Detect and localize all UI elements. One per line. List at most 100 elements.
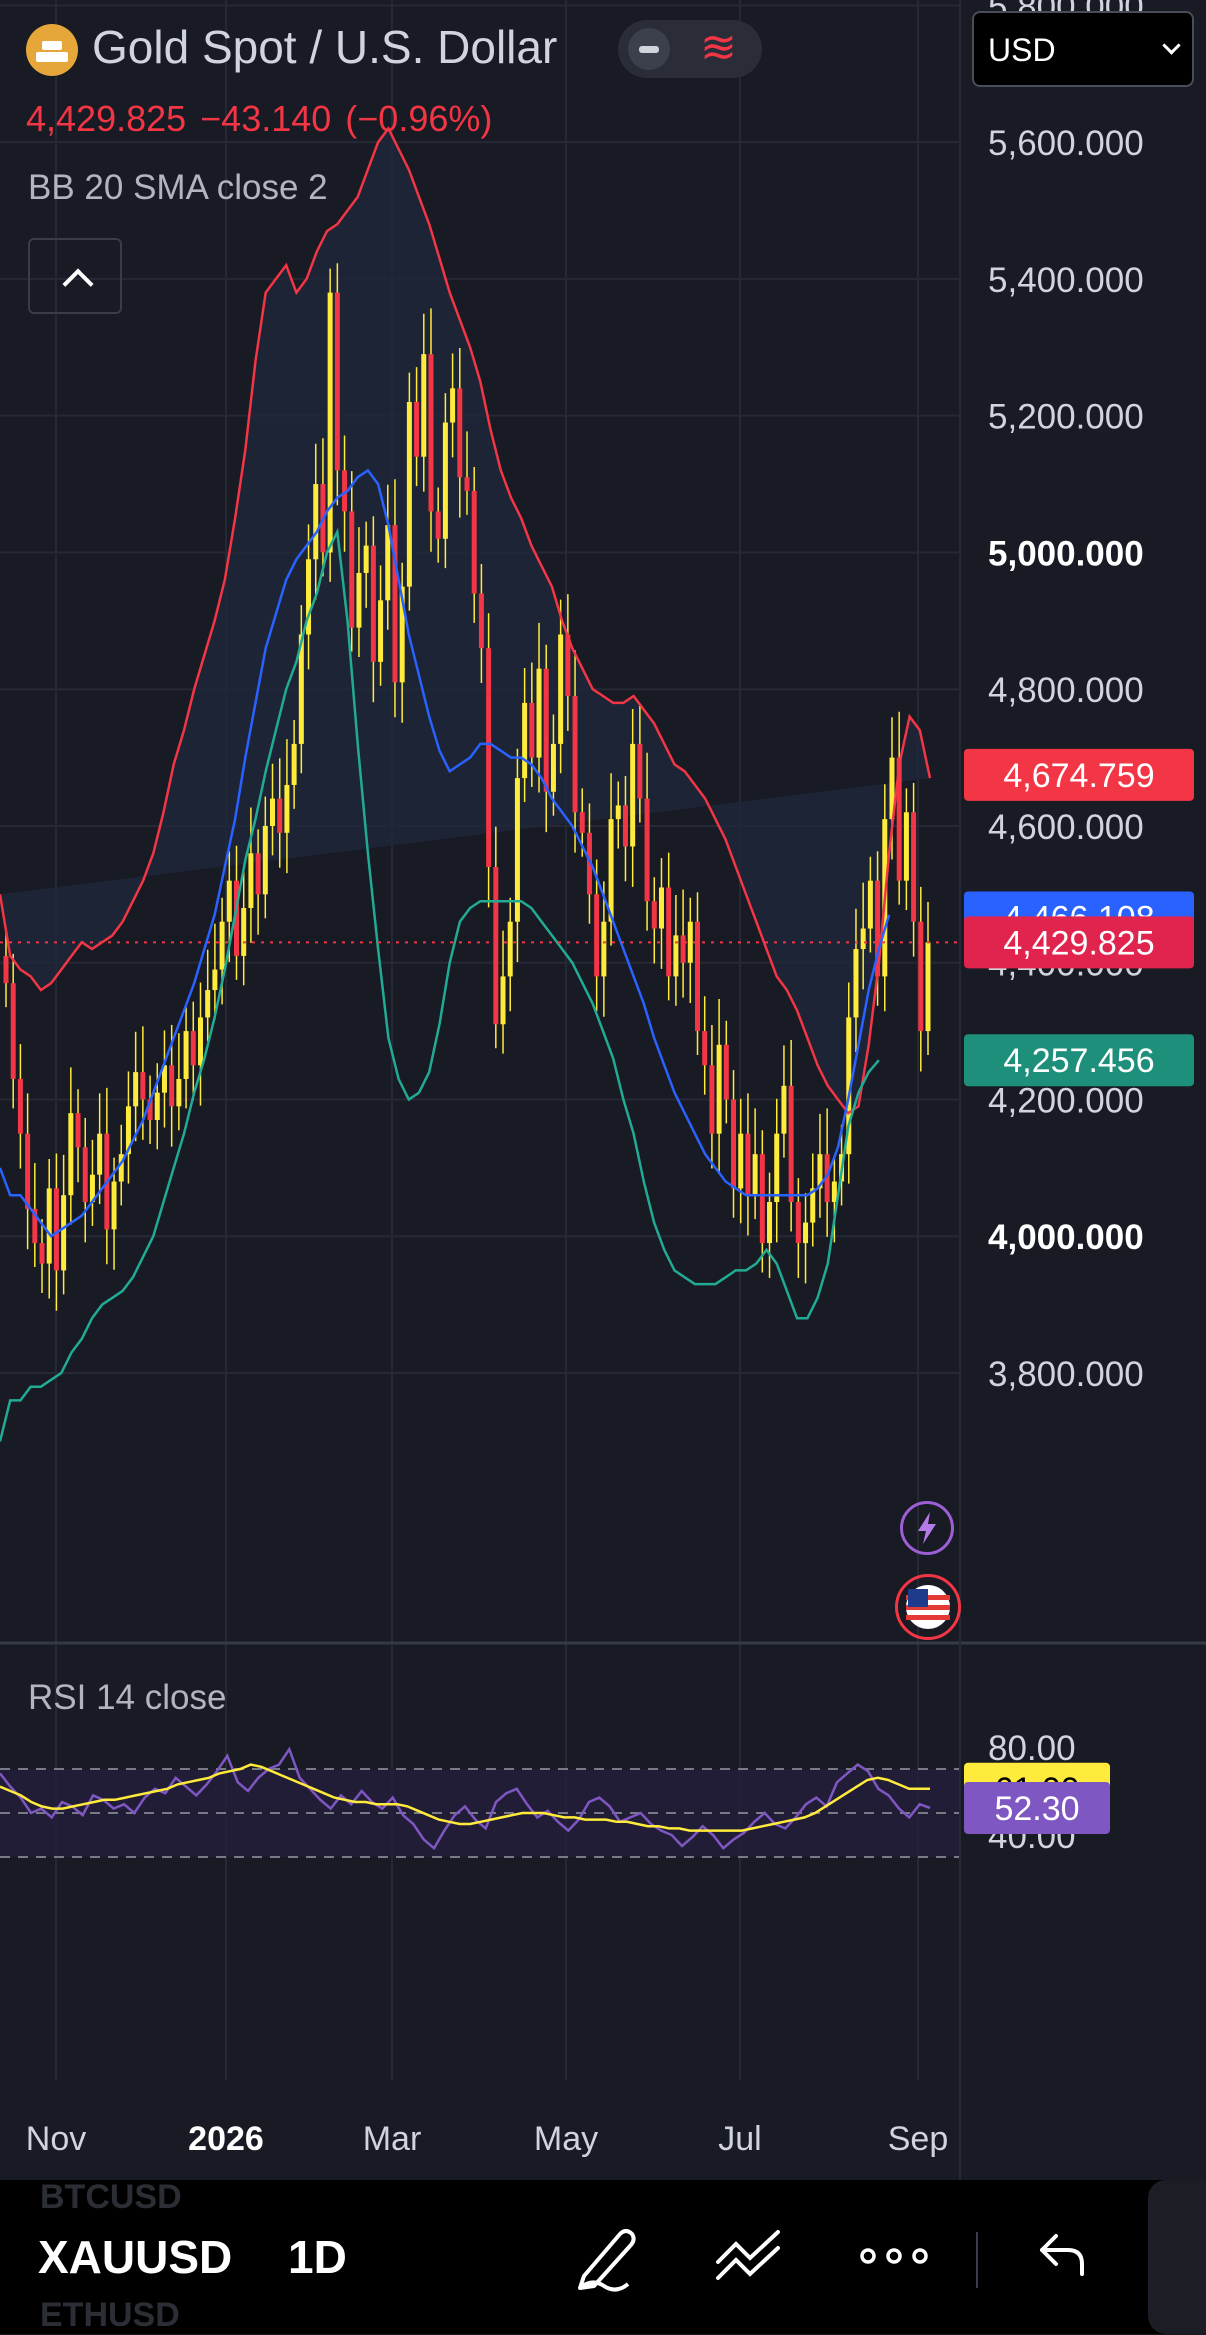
candle-body [846,1017,852,1155]
wave-icon[interactable]: ≋ [700,23,737,72]
candle-body [759,1154,765,1244]
candle-body [183,1031,189,1079]
candle-body [248,853,254,909]
ghost-symbol-above: BTCUSD [40,2178,182,2216]
candle-body [284,784,290,833]
y-tick-label: 4,000.000 [988,1218,1144,1257]
candle-body [745,1133,751,1196]
gold-symbol-icon[interactable] [26,24,78,76]
candle-body [464,477,470,491]
us-flag-event-icon[interactable] [895,1574,961,1640]
rsi-badge-bg [964,1781,1110,1834]
candle-body [154,1092,160,1120]
candle-body [75,1113,81,1148]
candle-body [702,1031,708,1066]
candle-body [630,743,636,847]
candle-body [803,1222,809,1244]
candle-body [695,921,700,1032]
y-tick-label: 5,000.000 [988,534,1144,573]
ghost-symbol-below: ETHUSD [40,2296,180,2334]
symbol-selector[interactable]: XAUUSD [38,2231,233,2283]
currency-select[interactable]: USD [972,11,1194,87]
candle-body [781,1085,787,1134]
candle-body [752,1154,758,1196]
candle-body [767,1202,773,1244]
candle-body [860,928,866,950]
candle-body [666,887,672,977]
candle-body [622,805,628,847]
candle-body [334,292,340,471]
candle-body [529,702,535,758]
candle-body [53,1188,59,1271]
candle-body [486,648,492,867]
symbol-title[interactable]: Gold Spot / U.S. Dollar [92,21,558,73]
candle-body [125,1106,131,1155]
trend-tools-icon[interactable] [712,2226,788,2286]
candle-body [601,921,607,977]
candle-body [507,921,513,977]
rsi-ma-line [0,1763,930,1832]
candle-body [925,942,931,1032]
candle-body [586,832,592,895]
candle-body [795,1202,801,1244]
x-tick-label: Nov [26,2120,86,2158]
candle-body [853,949,859,1018]
candle-body [111,1181,117,1230]
last-price-badge: 4,429.825 [1003,924,1154,962]
candle-body [349,511,355,628]
candle-body [493,866,499,1025]
timeframe-selector[interactable]: 1D [288,2231,347,2283]
pencil-draw-icon[interactable] [572,2220,640,2292]
collapse-legend-icon[interactable] [628,28,670,70]
candle-body [378,600,384,662]
candle-body [385,525,391,601]
rsi-y-tick-label: 80.00 [988,1729,1076,1768]
candle-body [161,1065,167,1093]
candle-body [82,1147,88,1203]
lightning-event-icon[interactable] [900,1501,954,1555]
candle-body [594,894,600,977]
candle-body [536,668,542,758]
candle-body [226,880,232,922]
x-tick-label: May [534,2120,598,2158]
candle-body [414,402,420,457]
candle-body [176,1078,182,1107]
undo-icon[interactable] [1036,2228,1088,2280]
candle-body [709,1065,715,1134]
more-options-icon[interactable] [858,2244,930,2268]
candle-body [298,634,304,744]
candle-body [435,511,441,539]
y-tick-label: 5,400.000 [988,261,1144,300]
candle-body [774,1133,780,1203]
rsi-badge: 52.30 [994,1790,1079,1828]
candle-body [219,921,225,970]
candle-body [918,921,924,1032]
candle-body [327,292,333,553]
candle-body [522,702,528,779]
candle-body [867,880,873,929]
candle-body [39,1243,45,1264]
bb-upper-badge-bg [964,748,1194,801]
candle-body [889,757,895,820]
x-tick-label: 2026 [188,2120,264,2158]
chevron-down-icon [1162,36,1181,55]
collapse-indicators-button[interactable] [28,238,122,314]
candle-body [270,798,276,826]
candle-body [428,354,434,512]
candle-body [543,668,549,792]
candle-body [234,880,239,956]
bb-lower-badge-bg [964,1034,1194,1087]
candle-body [277,798,283,833]
candle-body [140,1072,146,1100]
rsi-legend-label[interactable]: RSI 14 close [28,1678,227,1717]
candle-body [731,1099,737,1189]
bb-upper-line [0,126,932,1115]
candle-body [25,1133,31,1209]
legend-toggle-pill[interactable]: ≋ [618,20,762,78]
x-tick-label: Mar [363,2120,422,2158]
bollinger-legend-label[interactable]: BB 20 SMA close 2 [28,168,328,207]
side-panel-handle[interactable] [1148,2180,1206,2334]
candle-body [450,388,456,423]
candle-body [205,990,211,1018]
